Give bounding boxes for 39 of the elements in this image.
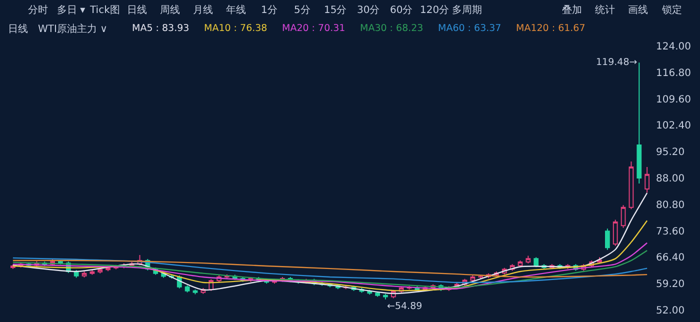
text: 120分: [420, 4, 450, 16]
y-tick-label: 116.80: [656, 68, 691, 79]
text: 年线: [226, 4, 246, 16]
text: 统计: [595, 4, 615, 16]
text: 叠加: [562, 4, 582, 16]
text: 分时: [28, 4, 48, 16]
text: 多周期: [452, 4, 482, 16]
y-tick-label: 102.40: [656, 120, 691, 132]
text: 日线: [127, 4, 147, 16]
annotation: 119.48→: [596, 57, 638, 68]
text: MA30 : 68.23: [360, 23, 424, 34]
y-tick-label: 124.00: [656, 42, 691, 52]
text: MA10 : 76.38: [204, 23, 268, 34]
text: 15分: [324, 4, 347, 16]
y-tick-label: 52.00: [656, 306, 685, 316]
text: 锁定: [661, 4, 682, 16]
text: MA120 : 61.67: [516, 23, 586, 34]
text: 多日 ▾: [57, 4, 86, 16]
text: MA60 : 63.37: [438, 23, 502, 34]
chart-title: 日线: [8, 23, 28, 35]
y-tick-label: 73.60: [656, 226, 685, 238]
text: 画线: [628, 4, 648, 16]
text: 周线: [160, 4, 180, 16]
y-tick-label: 95.20: [656, 147, 685, 158]
text: 月线: [193, 4, 213, 16]
y-tick-label: 59.20: [656, 279, 685, 290]
text: 30分: [357, 4, 380, 16]
text: MA5 : 83.93: [132, 23, 190, 34]
text: 1分: [261, 4, 278, 16]
y-tick-label: 109.60: [656, 94, 691, 106]
text: 60分: [390, 4, 413, 16]
y-tick-label: 80.80: [656, 200, 685, 211]
text: MA20 : 70.31: [282, 23, 346, 34]
annotation: ←54.89: [387, 301, 422, 312]
y-tick-label: 88.00: [656, 174, 685, 184]
text: Tick图: [89, 5, 120, 16]
text: 5分: [294, 4, 310, 16]
chart-subtitle: WTI原油主力 ∨: [38, 23, 108, 35]
y-tick-label: 66.40: [656, 252, 685, 264]
